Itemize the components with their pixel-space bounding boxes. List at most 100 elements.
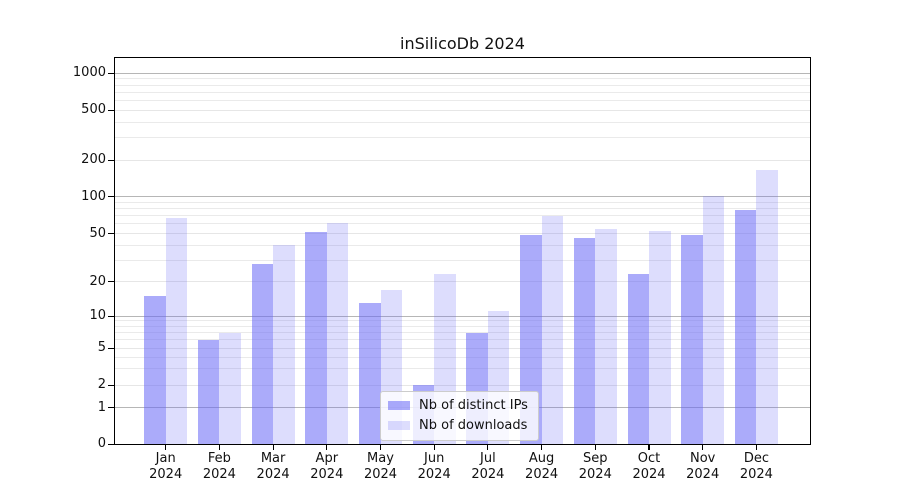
gridline xyxy=(115,233,810,234)
x-tick-label: Aug 2024 xyxy=(510,451,574,482)
y-tick-label: 50 xyxy=(89,225,106,241)
gridline xyxy=(115,109,810,111)
y-tick-mark xyxy=(108,407,114,409)
y-tick-label: 2 xyxy=(97,377,106,392)
gridline-minor xyxy=(115,339,810,341)
x-tick-mark xyxy=(487,445,489,450)
gridline xyxy=(115,159,810,161)
y-tick-mark xyxy=(108,72,114,74)
gridline-minor xyxy=(115,368,810,370)
y-tick-label: 200 xyxy=(81,152,106,167)
bar-downloads-dec xyxy=(756,170,778,444)
bar-downloads-feb xyxy=(219,332,241,444)
x-tick-month: Apr xyxy=(315,451,339,466)
legend-label: Nb of downloads xyxy=(419,418,528,433)
x-tick-mark xyxy=(541,445,543,450)
x-tick-label: Nov 2024 xyxy=(671,451,735,482)
gridline-minor xyxy=(115,121,810,123)
x-tick-label: Dec 2024 xyxy=(724,451,788,482)
x-tick-label: Feb 2024 xyxy=(187,451,251,482)
bar-distinct-ips-mar xyxy=(251,264,274,444)
gridline-minor xyxy=(115,84,810,86)
x-tick-year: 2024 xyxy=(417,466,451,482)
bar-downloads-oct xyxy=(649,231,671,444)
x-tick-mark xyxy=(218,445,220,450)
gridline-minor xyxy=(115,99,810,101)
y-tick-mark xyxy=(108,281,114,283)
gridline-minor xyxy=(115,208,810,210)
x-tick-label: Mar 2024 xyxy=(241,451,305,482)
gridline-minor xyxy=(115,91,810,93)
gridline-major xyxy=(115,196,810,198)
plot-area: Nb of distinct IPs Nb of downloads xyxy=(114,57,811,445)
gridline-minor xyxy=(115,244,810,246)
x-tick-year: 2024 xyxy=(686,466,720,482)
x-tick-year: 2024 xyxy=(256,466,290,482)
bar-downloads-nov xyxy=(702,195,725,444)
bar-downloads-jan xyxy=(165,217,188,444)
chart-title: inSilicoDb 2024 xyxy=(400,34,525,53)
y-tick-mark xyxy=(108,233,114,235)
bar-distinct-ips-oct xyxy=(627,274,649,444)
x-tick-mark xyxy=(755,445,757,450)
x-tick-year: 2024 xyxy=(739,466,773,482)
x-tick-label: Oct 2024 xyxy=(617,451,681,482)
y-tick-mark xyxy=(108,109,114,111)
x-tick-label: May 2024 xyxy=(349,451,413,482)
gridline-minor xyxy=(115,201,810,203)
y-tick-label: 10 xyxy=(89,308,106,323)
x-tick-month: Mar xyxy=(260,451,286,466)
x-tick-month: Aug xyxy=(528,451,555,466)
y-tick-label: 1000 xyxy=(72,65,106,81)
bar-downloads-mar xyxy=(273,245,295,444)
x-tick-month: Feb xyxy=(207,451,231,466)
x-tick-mark xyxy=(594,445,596,450)
x-tick-mark xyxy=(702,445,704,450)
bar-distinct-ips-sep xyxy=(573,237,596,444)
gridline-minor xyxy=(115,332,810,334)
gridline-major xyxy=(115,315,810,317)
x-tick-mark xyxy=(272,445,274,450)
legend-swatch xyxy=(388,421,410,430)
x-tick-month: Jan xyxy=(155,451,176,466)
x-tick-month: Sep xyxy=(583,451,608,466)
x-tick-month: Jun xyxy=(424,451,445,466)
gridline-minor xyxy=(115,78,810,80)
bar-distinct-ips-apr xyxy=(305,232,327,444)
y-tick-label: 5 xyxy=(97,340,106,356)
gridline xyxy=(115,347,810,349)
x-tick-label: Sep 2024 xyxy=(563,451,627,482)
y-tick-mark xyxy=(108,159,114,161)
x-tick-month: Dec xyxy=(743,451,769,466)
gridline-minor xyxy=(115,137,810,139)
bar-distinct-ips-feb xyxy=(197,339,220,444)
x-tick-label: Jan 2024 xyxy=(134,451,198,482)
x-tick-month: Jul xyxy=(480,451,496,466)
y-tick-mark xyxy=(108,315,114,317)
y-tick-mark xyxy=(108,347,114,349)
y-tick-label: 20 xyxy=(89,273,106,289)
bar-distinct-ips-dec xyxy=(734,209,757,444)
y-tick-label: 500 xyxy=(81,102,106,117)
x-tick-year: 2024 xyxy=(149,466,183,482)
x-tick-label: Jun 2024 xyxy=(402,451,466,482)
x-tick-month: Oct xyxy=(637,451,661,466)
y-tick-mark xyxy=(108,384,114,386)
gridline-minor xyxy=(115,215,810,217)
x-tick-mark xyxy=(433,445,435,450)
bar-distinct-ips-may xyxy=(359,303,381,444)
gridline-minor xyxy=(115,356,810,358)
x-tick-label: Apr 2024 xyxy=(295,451,359,482)
x-tick-year: 2024 xyxy=(525,466,559,482)
legend: Nb of distinct IPs Nb of downloads xyxy=(380,391,539,441)
x-tick-year: 2024 xyxy=(363,466,398,482)
legend-item: Nb of distinct IPs xyxy=(388,397,528,414)
x-tick-month: May xyxy=(367,451,394,466)
bar-downloads-sep xyxy=(595,229,617,444)
bar-distinct-ips-jan xyxy=(144,295,166,444)
x-tick-year: 2024 xyxy=(202,466,236,482)
x-tick-year: 2024 xyxy=(578,466,612,482)
y-tick-label: 1 xyxy=(97,399,106,415)
x-tick-label: Jul 2024 xyxy=(456,451,520,482)
